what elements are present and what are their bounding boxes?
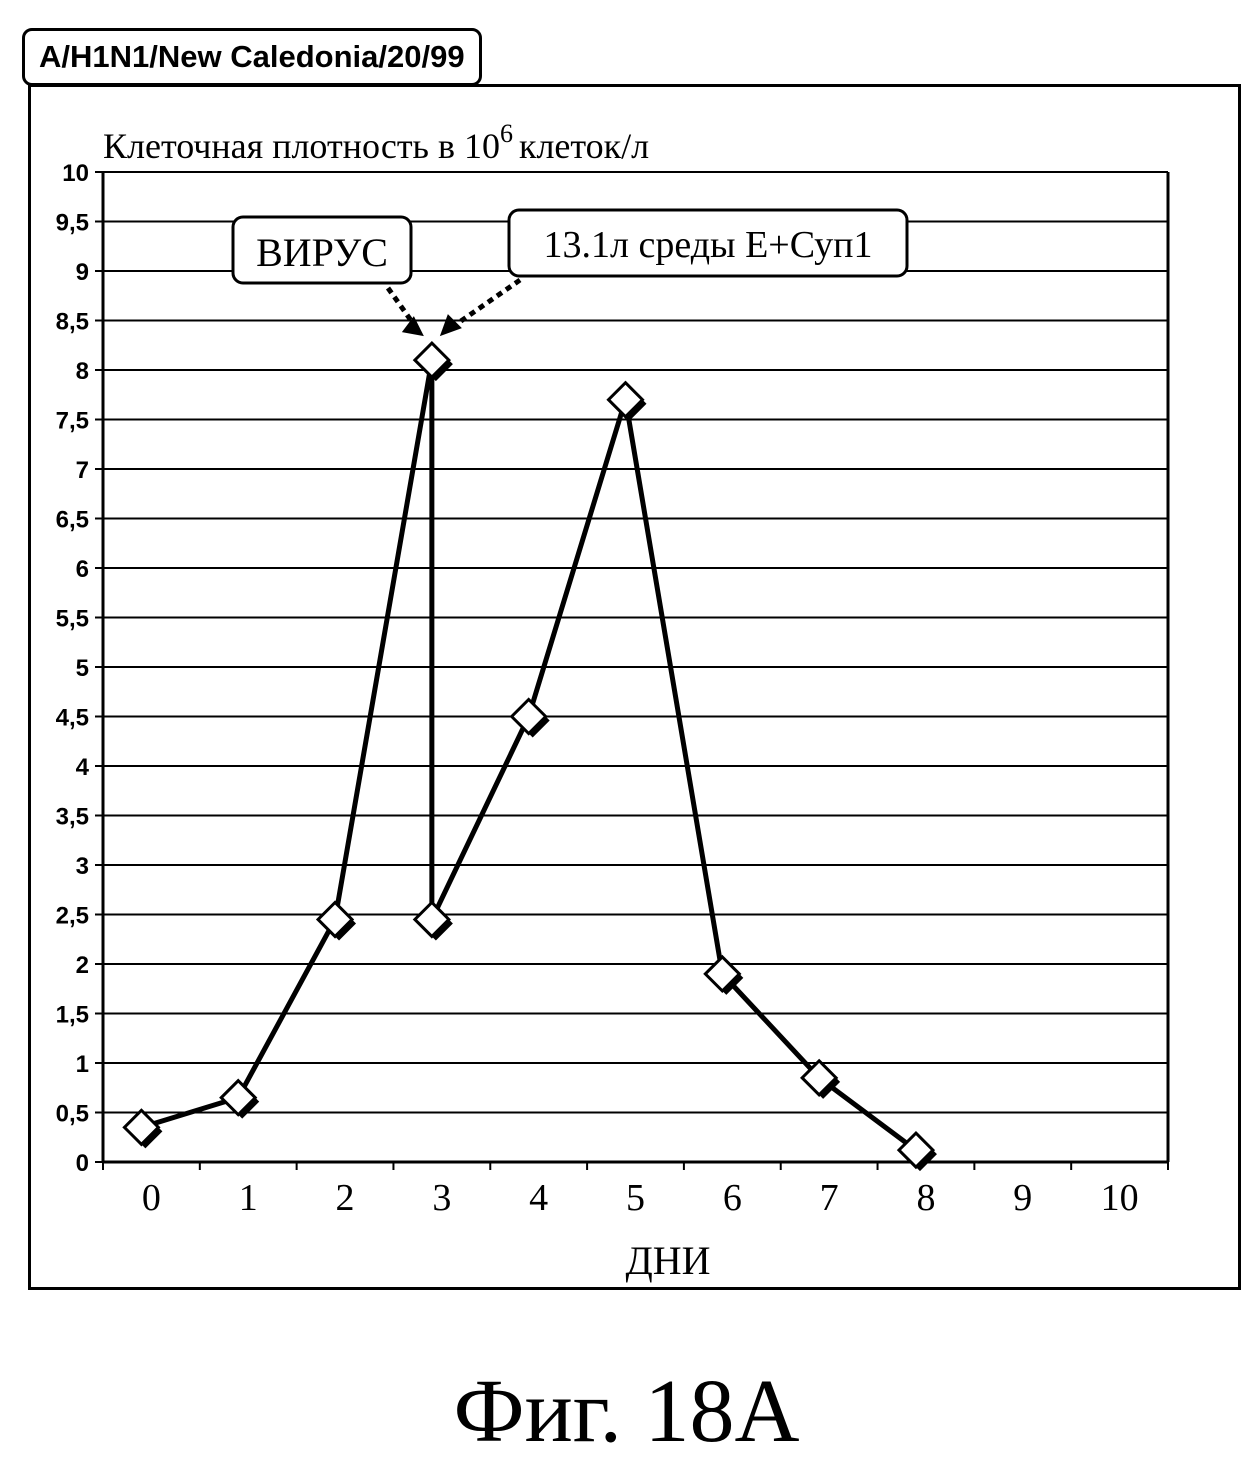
series <box>124 343 937 1171</box>
x-tick-label: 10 <box>1101 1177 1139 1219</box>
x-tick-label: 8 <box>916 1177 935 1219</box>
series-line <box>141 360 916 1150</box>
y-tick-label: 5 <box>76 655 89 682</box>
grid-lines <box>103 172 1168 1113</box>
y-tick-label: 0,5 <box>56 1101 89 1128</box>
x-tick-label: 7 <box>820 1177 839 1219</box>
y-tick-label: 2,5 <box>56 903 89 930</box>
x-tick-label: 2 <box>336 1177 355 1219</box>
y-tick-label: 5,5 <box>56 606 89 633</box>
x-tick-label: 9 <box>1013 1177 1032 1219</box>
x-tick-label: 6 <box>723 1177 742 1219</box>
y-tick-label: 3,5 <box>56 804 89 831</box>
arrow-medium <box>448 280 520 330</box>
y-tick-labels: 0 0,5 1 1,5 2 2,5 3 3,5 4 4,5 5 5,5 6 6,5 7 7,5 8 8,5 9 9,5… <box>56 160 90 1177</box>
y-tick-label: 7,5 <box>56 408 89 435</box>
y-tick-label: 9,5 <box>56 210 89 237</box>
y-tick-label: 1 <box>76 1051 89 1078</box>
y-axis-label-tail: клеток/л <box>519 126 649 166</box>
y-tick-label: 3 <box>76 853 89 880</box>
x-tick-label: 1 <box>239 1177 258 1219</box>
annotation-virus: ВИРУС <box>256 230 388 275</box>
y-tick-label: 4,5 <box>56 705 89 732</box>
y-tick-label: 1,5 <box>56 1002 89 1029</box>
y-tick-label: 8,5 <box>56 309 89 336</box>
x-tick-label: 5 <box>626 1177 645 1219</box>
y-tick-label: 6,5 <box>56 507 89 534</box>
x-tick-label: 4 <box>529 1177 548 1219</box>
x-tick-labels: 0 1 2 3 4 5 6 7 8 9 10 <box>142 1177 1139 1219</box>
y-tick-label: 10 <box>62 160 89 187</box>
annotation-medium: 13.1л среды Е+Суп1 <box>544 224 873 266</box>
arrowhead-virus <box>402 316 424 336</box>
y-tick-label: 0 <box>76 1150 89 1177</box>
annotations: ВИРУС 13.1л среды Е+Суп1 <box>233 210 907 336</box>
y-axis-label: Клеточная плотность в 106клеток/л <box>103 119 649 166</box>
figure-caption: Фиг. 18А <box>0 1362 1253 1462</box>
x-tick-label: 0 <box>142 1177 161 1219</box>
line-chart: Клеточная плотность в 106клеток/л 00,511… <box>0 0 1253 1330</box>
y-tick-label: 9 <box>76 259 89 286</box>
y-tick-label: 6 <box>76 556 89 583</box>
axes <box>95 172 1168 1170</box>
x-tick-label: 3 <box>432 1177 451 1219</box>
x-axis-label: ДНИ <box>625 1238 710 1283</box>
y-axis-label-main: Клеточная плотность в 10 <box>103 126 500 166</box>
y-axis-label-sup: 6 <box>500 119 513 148</box>
y-tick-label: 8 <box>76 358 89 385</box>
y-tick-label: 4 <box>76 754 90 781</box>
arrowhead-medium <box>440 314 462 336</box>
y-tick-label: 2 <box>76 952 89 979</box>
y-tick-label: 7 <box>76 457 89 484</box>
